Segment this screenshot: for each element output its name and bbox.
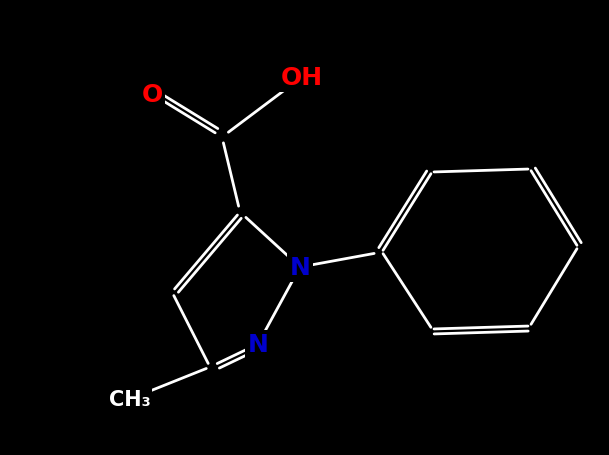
Text: O: O	[141, 83, 163, 107]
Text: N: N	[289, 255, 311, 279]
Text: OH: OH	[281, 66, 323, 90]
Text: CH₃: CH₃	[109, 389, 151, 409]
Text: N: N	[248, 332, 269, 356]
